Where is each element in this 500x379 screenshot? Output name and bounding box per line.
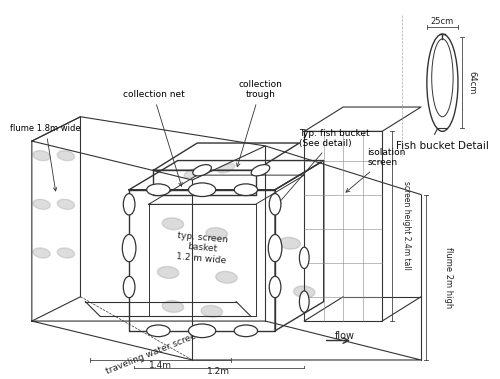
Text: screen height 2.4m tall: screen height 2.4m tall xyxy=(402,181,411,270)
Ellipse shape xyxy=(33,199,50,209)
Ellipse shape xyxy=(218,164,235,173)
Ellipse shape xyxy=(216,271,237,283)
Ellipse shape xyxy=(251,164,270,176)
Ellipse shape xyxy=(57,248,74,258)
Ellipse shape xyxy=(57,199,74,209)
Ellipse shape xyxy=(193,164,212,176)
Ellipse shape xyxy=(158,266,178,278)
Text: typ. screen
basket
1.2 m wide: typ. screen basket 1.2 m wide xyxy=(176,231,229,265)
Text: flume 2m high: flume 2m high xyxy=(444,247,453,308)
Ellipse shape xyxy=(432,39,453,117)
Ellipse shape xyxy=(33,248,50,258)
Ellipse shape xyxy=(279,237,300,249)
Text: flume 1.8m wide: flume 1.8m wide xyxy=(10,124,81,191)
Text: 25cm: 25cm xyxy=(431,17,454,26)
Ellipse shape xyxy=(146,325,170,337)
Ellipse shape xyxy=(269,194,281,215)
Ellipse shape xyxy=(124,276,135,298)
Ellipse shape xyxy=(184,168,200,178)
Text: collection net: collection net xyxy=(122,90,184,186)
Ellipse shape xyxy=(300,247,309,269)
Text: 1.4m: 1.4m xyxy=(149,361,172,370)
Text: Typ. fish bucket
(See detail): Typ. fish bucket (See detail) xyxy=(278,128,370,204)
Text: 64cm: 64cm xyxy=(467,71,476,94)
Ellipse shape xyxy=(268,235,282,262)
Ellipse shape xyxy=(294,286,315,298)
Ellipse shape xyxy=(124,194,135,215)
Ellipse shape xyxy=(162,301,184,312)
Text: flow: flow xyxy=(335,330,355,341)
Ellipse shape xyxy=(201,305,222,317)
Text: Fish bucket Detail: Fish bucket Detail xyxy=(396,141,489,151)
Ellipse shape xyxy=(269,276,281,298)
Ellipse shape xyxy=(206,228,228,240)
Ellipse shape xyxy=(162,218,184,230)
Ellipse shape xyxy=(122,235,136,262)
Ellipse shape xyxy=(33,150,50,161)
Ellipse shape xyxy=(427,34,458,132)
Ellipse shape xyxy=(188,324,216,338)
Ellipse shape xyxy=(234,325,258,337)
Ellipse shape xyxy=(188,183,216,197)
Ellipse shape xyxy=(234,184,258,196)
Text: collection
trough: collection trough xyxy=(236,80,282,167)
Text: 1.2m: 1.2m xyxy=(207,367,230,376)
Text: isolation
screen: isolation screen xyxy=(346,148,406,192)
Ellipse shape xyxy=(57,150,74,161)
Text: traveling water screen: traveling water screen xyxy=(104,329,202,376)
Ellipse shape xyxy=(146,184,170,196)
Ellipse shape xyxy=(300,291,309,312)
